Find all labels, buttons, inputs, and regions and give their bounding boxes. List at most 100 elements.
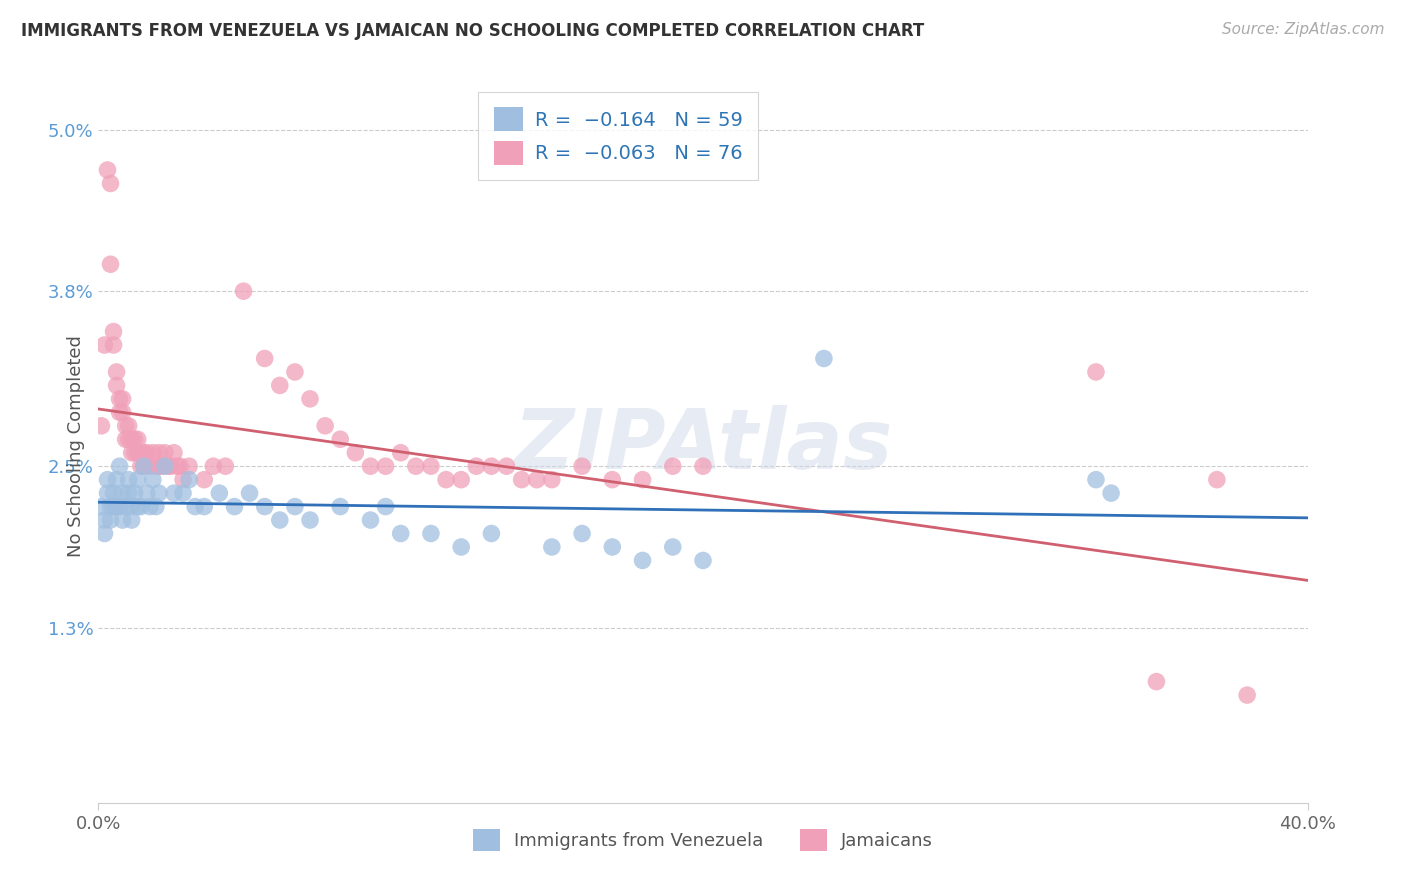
Point (142, 446, 165, 460)
Point (121, 432, 143, 446)
Point (111, 486, 134, 500)
Point (121, 446, 143, 460)
Point (148, 446, 170, 460)
Point (153, 459, 176, 474)
Point (96, 473, 118, 487)
Point (124, 486, 146, 500)
Text: Source: ZipAtlas.com: Source: ZipAtlas.com (1222, 22, 1385, 37)
Legend: Immigrants from Venezuela, Jamaicans: Immigrants from Venezuela, Jamaicans (465, 822, 941, 858)
Point (103, 338, 125, 352)
Point (105, 378, 128, 392)
Point (111, 513, 134, 527)
Point (156, 459, 179, 474)
Point (127, 500, 149, 514)
Point (160, 459, 183, 474)
Point (202, 459, 225, 474)
Point (179, 473, 201, 487)
Point (1085, 365, 1108, 379)
Point (299, 513, 322, 527)
Point (118, 486, 141, 500)
Point (405, 459, 427, 474)
Point (96, 486, 118, 500)
Point (214, 459, 236, 474)
Point (253, 500, 276, 514)
Point (465, 459, 488, 474)
Point (148, 486, 170, 500)
Point (90, 418, 112, 433)
Point (374, 459, 396, 474)
Point (360, 459, 382, 474)
Point (172, 486, 194, 500)
Point (129, 446, 152, 460)
Point (540, 473, 562, 487)
Point (692, 459, 714, 474)
Point (135, 446, 157, 460)
Point (124, 432, 146, 446)
Point (314, 418, 336, 433)
Point (118, 432, 141, 446)
Point (105, 473, 128, 487)
Point (121, 513, 143, 527)
Point (121, 500, 143, 514)
Point (100, 257, 122, 271)
Point (208, 486, 231, 500)
Point (103, 325, 125, 339)
Point (631, 473, 654, 487)
Point (132, 446, 155, 460)
Point (93, 513, 115, 527)
Text: IMMIGRANTS FROM VENEZUELA VS JAMAICAN NO SCHOOLING COMPLETED CORRELATION CHART: IMMIGRANTS FROM VENEZUELA VS JAMAICAN NO… (21, 22, 924, 40)
Point (434, 473, 457, 487)
Point (105, 365, 128, 379)
Point (232, 284, 254, 298)
Point (163, 486, 186, 500)
Point (1144, 674, 1167, 689)
Point (1099, 486, 1122, 500)
Point (145, 500, 167, 514)
Point (269, 513, 291, 527)
Point (111, 392, 134, 406)
Point (118, 418, 141, 433)
Point (93, 338, 115, 352)
Point (510, 473, 533, 487)
Point (329, 432, 352, 446)
Point (284, 365, 307, 379)
Point (169, 459, 191, 474)
Point (132, 459, 155, 474)
Point (184, 500, 207, 514)
Point (1085, 473, 1108, 487)
Point (481, 526, 503, 541)
Point (526, 473, 548, 487)
Point (420, 526, 443, 541)
Point (103, 500, 125, 514)
Point (239, 486, 262, 500)
Point (105, 500, 128, 514)
Point (139, 500, 162, 514)
Point (360, 513, 382, 527)
Point (269, 378, 291, 392)
Point (166, 459, 188, 474)
Point (135, 486, 157, 500)
Point (540, 540, 562, 554)
Point (1236, 688, 1258, 702)
Point (631, 553, 654, 567)
Point (374, 500, 396, 514)
Point (150, 459, 173, 474)
Point (93, 526, 115, 541)
Point (118, 473, 141, 487)
Point (90, 500, 112, 514)
Point (114, 418, 136, 433)
Point (450, 473, 472, 487)
Y-axis label: No Schooling Completed: No Schooling Completed (66, 335, 84, 557)
Point (124, 446, 146, 460)
Point (114, 500, 136, 514)
Point (127, 432, 149, 446)
Point (127, 473, 149, 487)
Point (224, 500, 246, 514)
Point (571, 459, 593, 474)
Point (100, 513, 122, 527)
Point (420, 459, 443, 474)
Point (253, 351, 276, 366)
Point (179, 459, 201, 474)
Point (100, 177, 122, 191)
Point (661, 459, 683, 474)
